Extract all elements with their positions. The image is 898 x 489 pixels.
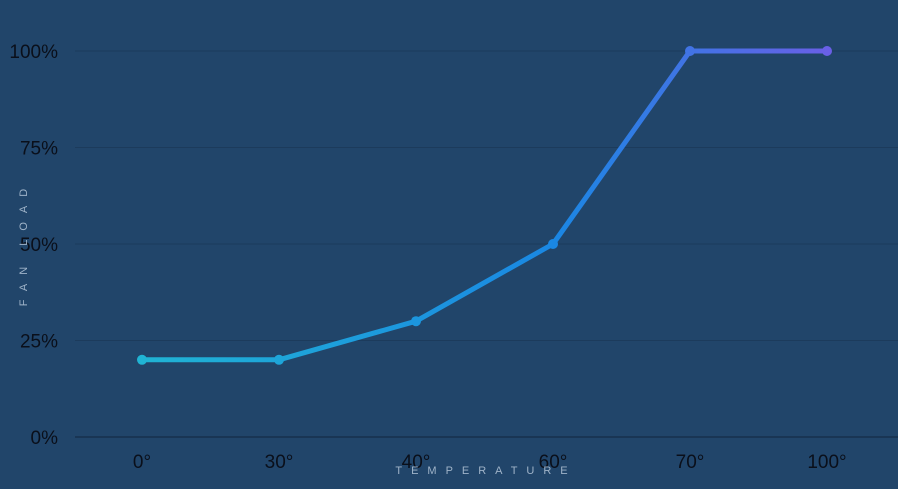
data-point[interactable] (822, 46, 832, 56)
data-point[interactable] (548, 239, 558, 249)
x-axis-title: TEMPERATURE (395, 465, 576, 477)
x-tick-label: 60° (539, 452, 568, 473)
x-tick-labels: 0° 30° 40° 60° 70° 100° (133, 452, 847, 473)
x-tick-label: 40° (402, 452, 431, 473)
series-line (139, 48, 830, 363)
data-point[interactable] (137, 354, 147, 365)
y-tick-label: 100% (9, 42, 58, 63)
y-tick-label: 0% (31, 428, 59, 449)
series-layer (137, 46, 832, 365)
data-point[interactable] (274, 354, 284, 365)
grid-lines (75, 50, 898, 438)
y-axis-title: FAN LOAD (18, 180, 30, 306)
x-tick-label: 0° (133, 452, 151, 473)
y-tick-labels: 0% 25% 50% 75% 100% (9, 42, 58, 449)
y-tick-label: 50% (20, 235, 58, 256)
y-tick-label: 75% (20, 139, 58, 160)
x-tick-label: 70° (676, 452, 705, 473)
data-point[interactable] (685, 46, 695, 56)
x-tick-label: 30° (265, 452, 294, 473)
data-point[interactable] (411, 316, 421, 327)
y-tick-label: 25% (20, 332, 58, 353)
x-tick-label: 100° (807, 452, 846, 473)
